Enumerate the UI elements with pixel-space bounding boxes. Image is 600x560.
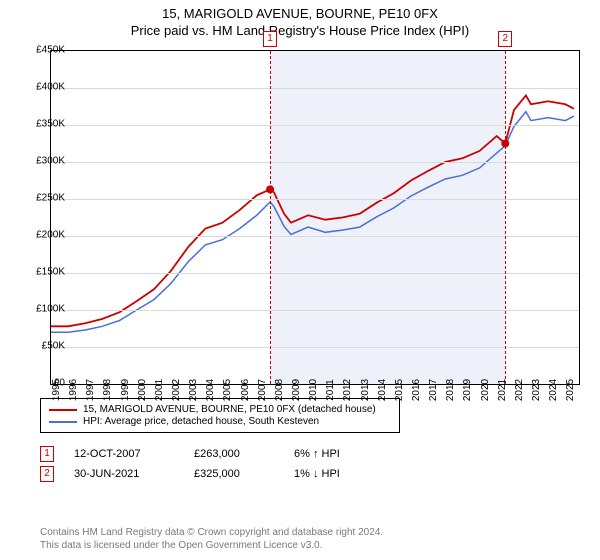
y-axis-label: £100K (20, 304, 65, 315)
sale-date: 30-JUN-2021 (74, 468, 174, 480)
page-title: 15, MARIGOLD AVENUE, BOURNE, PE10 0FX (0, 6, 600, 21)
footer-line: Contains HM Land Registry data © Crown c… (40, 526, 383, 539)
sale-row: 2 30-JUN-2021 £325,000 1% ↓ HPI (40, 466, 340, 482)
sale-delta: 1% ↓ HPI (294, 468, 340, 480)
x-axis-label: 2025 (565, 379, 576, 401)
legend-swatch (49, 421, 77, 423)
legend-swatch (49, 409, 77, 411)
chart-marker-label: 2 (498, 31, 512, 47)
sale-price: £325,000 (194, 468, 274, 480)
y-axis-label: £300K (20, 156, 65, 167)
footer-attribution: Contains HM Land Registry data © Crown c… (40, 526, 383, 552)
x-axis-label: 2022 (514, 379, 525, 401)
x-axis-label: 2018 (445, 379, 456, 401)
y-axis-label: £150K (20, 267, 65, 278)
x-axis-label: 2019 (462, 379, 473, 401)
y-axis-label: £50K (20, 341, 65, 352)
legend-item: 15, MARIGOLD AVENUE, BOURNE, PE10 0FX (d… (49, 404, 391, 415)
price-chart: 1995199619971998199920002001200220032004… (50, 50, 580, 385)
sale-date: 12-OCT-2007 (74, 448, 174, 460)
chart-marker-label: 1 (263, 31, 277, 47)
x-axis-label: 2016 (411, 379, 422, 401)
y-axis-label: £0 (20, 378, 65, 389)
y-axis-label: £250K (20, 193, 65, 204)
sale-row: 1 12-OCT-2007 £263,000 6% ↑ HPI (40, 446, 340, 462)
x-axis-label: 2020 (480, 379, 491, 401)
sale-marker-icon: 1 (40, 446, 54, 462)
footer-line: This data is licensed under the Open Gov… (40, 539, 383, 552)
sales-table: 1 12-OCT-2007 £263,000 6% ↑ HPI 2 30-JUN… (40, 442, 340, 486)
sale-marker-icon: 2 (40, 466, 54, 482)
y-axis-label: £400K (20, 82, 65, 93)
legend-label: HPI: Average price, detached house, Sout… (83, 416, 319, 427)
legend-item: HPI: Average price, detached house, Sout… (49, 416, 391, 427)
sale-delta: 6% ↑ HPI (294, 448, 340, 460)
legend-label: 15, MARIGOLD AVENUE, BOURNE, PE10 0FX (d… (83, 404, 376, 415)
y-axis-label: £450K (20, 45, 65, 56)
y-axis-label: £200K (20, 230, 65, 241)
x-axis-label: 2017 (428, 379, 439, 401)
legend-box: 15, MARIGOLD AVENUE, BOURNE, PE10 0FX (d… (40, 398, 400, 433)
x-axis-label: 2023 (531, 379, 542, 401)
x-axis-label: 2024 (548, 379, 559, 401)
y-axis-label: £350K (20, 119, 65, 130)
sale-price: £263,000 (194, 448, 274, 460)
